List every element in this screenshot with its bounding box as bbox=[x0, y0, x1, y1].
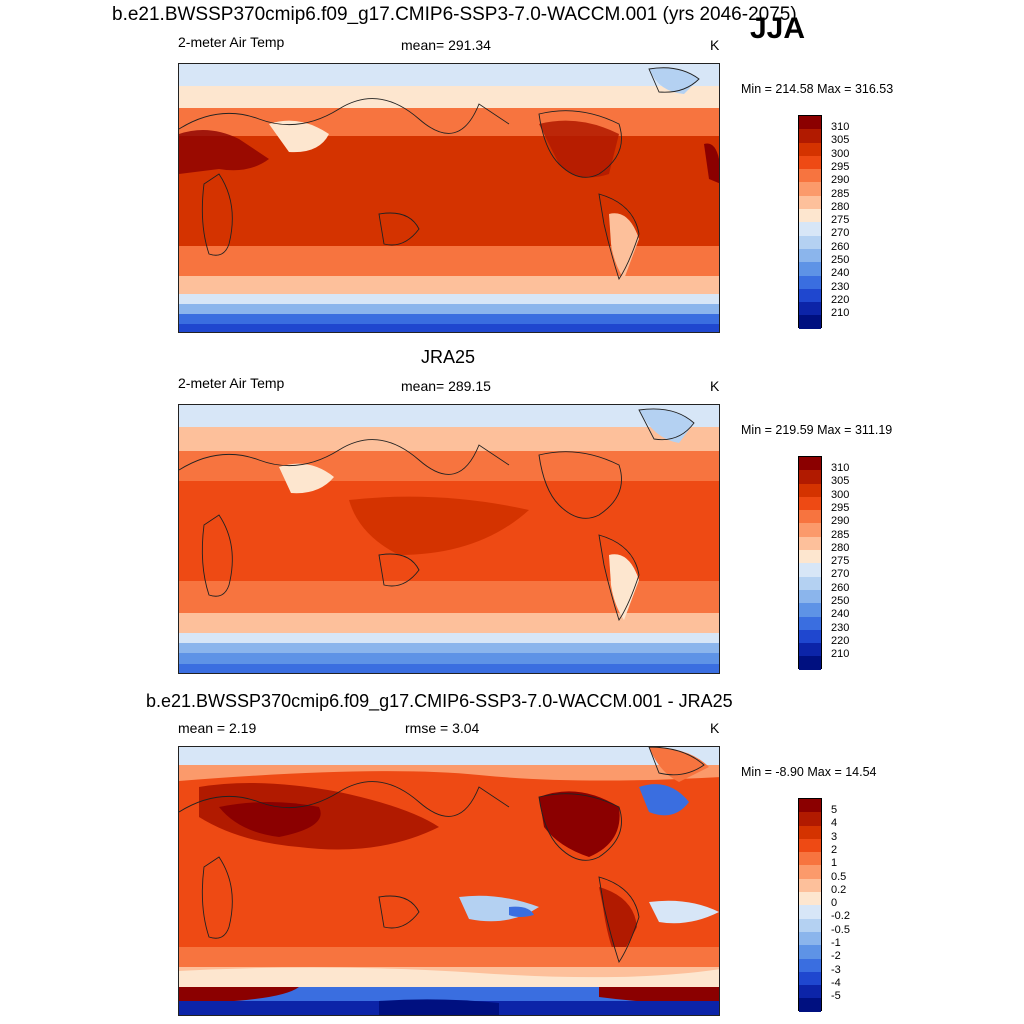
panel1-cb-label: 300 bbox=[831, 147, 850, 160]
panel1-cb-label: 210 bbox=[831, 307, 850, 320]
panel2-colorbar bbox=[798, 456, 822, 670]
panel2-cb-label: 275 bbox=[831, 555, 850, 568]
panel2-mean-label: mean= 289.15 bbox=[401, 378, 491, 394]
panel3-minmax: Min = -8.90 Max = 14.54 bbox=[741, 765, 877, 779]
panel2-cb-label: 305 bbox=[831, 475, 850, 488]
panel1-contour-field bbox=[179, 64, 719, 332]
panel2-cb-label: 310 bbox=[831, 462, 850, 474]
panel2-cb-label: 250 bbox=[831, 595, 850, 607]
panel3-cb-label: 5 bbox=[831, 804, 838, 816]
panel1-cb-label: 260 bbox=[831, 240, 850, 253]
panel2-variable-label: 2-meter Air Temp bbox=[178, 375, 285, 391]
panel2-contour-field bbox=[179, 405, 719, 673]
panel2-cb-label: 270 bbox=[831, 568, 850, 581]
panel1-cb-label: 280 bbox=[831, 200, 850, 213]
panel3-cb-label: -0.5 bbox=[831, 923, 850, 936]
panel3-rmse-label: rmse = 3.04 bbox=[405, 720, 480, 736]
panel3-cb-label: -2 bbox=[831, 950, 841, 963]
panel3-cb-label: 4 bbox=[831, 817, 838, 830]
panel1-variable-label: 2-meter Air Temp bbox=[178, 34, 285, 50]
panel1-cb-label: 275 bbox=[831, 214, 850, 227]
panel2-cb-label: 210 bbox=[831, 648, 850, 661]
panel1-cb-label: 240 bbox=[831, 267, 850, 280]
panel3-colorbar bbox=[798, 798, 822, 1012]
panel1-colorbar bbox=[798, 115, 822, 329]
panel3-units-label: K bbox=[710, 720, 720, 736]
panel3-cb-label: -1 bbox=[831, 937, 841, 949]
panel1-cb-label: 310 bbox=[831, 121, 850, 133]
panel3-title: b.e21.BWSSP370cmip6.f09_g17.CMIP6-SSP3-7… bbox=[146, 691, 733, 711]
panel2-map bbox=[178, 404, 720, 674]
panel2-cb-label: 240 bbox=[831, 608, 850, 621]
panel3-cb-label: -0.2 bbox=[831, 910, 850, 923]
panel1-cb-label: 305 bbox=[831, 134, 850, 147]
panel1-cb-label: 250 bbox=[831, 254, 850, 266]
panel3-mean-label: mean = 2.19 bbox=[178, 720, 257, 736]
panel3-cb-label: -4 bbox=[831, 976, 841, 989]
panel3-cb-label: -5 bbox=[831, 990, 841, 1003]
panel1-units-label: K bbox=[710, 37, 720, 53]
panel3-map bbox=[178, 746, 720, 1016]
panel3-cb-label: 2 bbox=[831, 843, 838, 856]
panel1-mean-label: mean= 291.34 bbox=[401, 37, 491, 53]
panel1-cb-label: 220 bbox=[831, 293, 850, 306]
panel2-cb-label: 280 bbox=[831, 541, 850, 554]
panel3-cb-label: -3 bbox=[831, 963, 841, 976]
panel3-cb-label: 0 bbox=[831, 897, 838, 910]
panel1-map bbox=[178, 63, 720, 333]
panel1-cb-label: 270 bbox=[831, 227, 850, 240]
season-label: JJA bbox=[750, 12, 806, 45]
figure-title: b.e21.BWSSP370cmip6.f09_g17.CMIP6-SSP3-7… bbox=[112, 4, 797, 25]
panel2-cb-label: 220 bbox=[831, 634, 850, 647]
panel1-cb-label: 230 bbox=[831, 280, 850, 293]
panel2-title: JRA25 bbox=[421, 347, 476, 367]
panel2-cb-label: 260 bbox=[831, 581, 850, 594]
panel1-cb-label: 295 bbox=[831, 160, 850, 173]
panel2-cb-label: 300 bbox=[831, 488, 850, 501]
panel3-contour-field bbox=[179, 747, 719, 1015]
panel2-minmax: Min = 219.59 Max = 311.19 bbox=[741, 423, 893, 437]
panel3-cb-label: 1 bbox=[831, 857, 838, 870]
panel2-cb-label: 295 bbox=[831, 501, 850, 514]
panel2-cb-label: 230 bbox=[831, 621, 850, 634]
panel2-units-label: K bbox=[710, 378, 720, 394]
panel3-cb-label: 0.2 bbox=[831, 883, 847, 896]
panel2-cb-label: 290 bbox=[831, 515, 850, 528]
panel3-cb-label: 0.5 bbox=[831, 870, 847, 883]
panel2-cb-label: 285 bbox=[831, 528, 850, 541]
panel3-cb-label: 3 bbox=[831, 830, 838, 843]
panel1-cb-label: 285 bbox=[831, 187, 850, 200]
panel1-minmax: Min = 214.58 Max = 316.53 bbox=[741, 82, 894, 96]
panel1-cb-label: 290 bbox=[831, 174, 850, 187]
